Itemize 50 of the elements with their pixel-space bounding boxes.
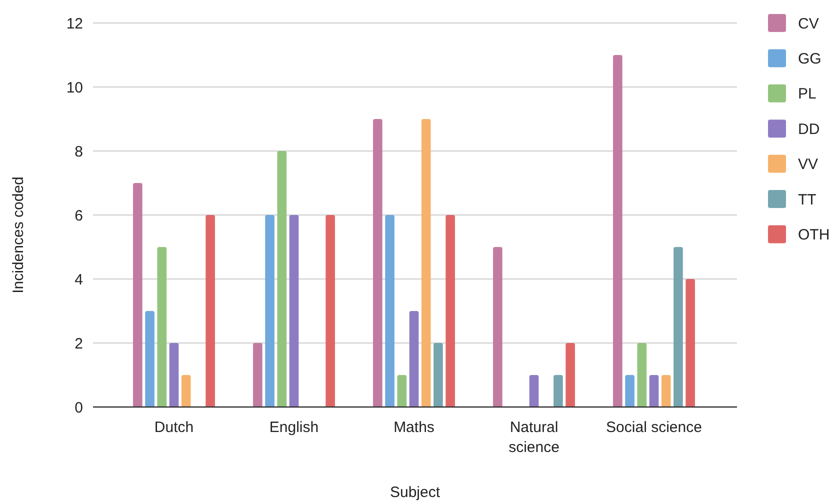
bar: [409, 311, 419, 407]
x-tick-label: English: [269, 419, 319, 436]
bar: [289, 215, 299, 407]
bar: [686, 279, 695, 407]
bar: [206, 215, 215, 407]
y-tick-label: 0: [74, 399, 83, 416]
y-tick-label: 6: [74, 207, 83, 224]
legend-label: CV: [798, 15, 819, 32]
bar: [253, 343, 262, 407]
bar: [446, 215, 455, 407]
x-axis-title: Subject: [390, 484, 441, 501]
bar: [674, 247, 683, 407]
bar: [661, 375, 671, 407]
bar: [421, 119, 431, 407]
legend-label: DD: [798, 120, 820, 138]
x-tick-label: Social science: [606, 419, 702, 436]
y-tick-label: 12: [66, 15, 83, 32]
x-tick-label: Maths: [394, 419, 434, 436]
bar: [434, 343, 443, 407]
legend-label: OTH: [798, 226, 830, 244]
bar: [157, 247, 167, 407]
y-tick-label: 10: [66, 79, 83, 96]
y-tick-label: 2: [74, 335, 83, 352]
bar: [397, 375, 407, 407]
y-tick-label: 8: [74, 143, 83, 160]
bar: [181, 375, 191, 407]
bar: [385, 215, 394, 407]
bar: [649, 375, 659, 407]
bar: [265, 215, 274, 407]
bar: [613, 55, 622, 407]
bar: [169, 343, 179, 407]
bar: [373, 119, 382, 407]
x-tick-label: Natural science: [508, 419, 560, 456]
bar: [326, 215, 335, 407]
bar: [133, 183, 142, 407]
legend-label: VV: [798, 156, 818, 174]
y-axis-title: Incidences coded: [10, 176, 27, 294]
bar: [145, 311, 154, 407]
bar: [493, 247, 502, 407]
legend-label: GG: [798, 50, 822, 68]
x-tick-label: Dutch: [154, 419, 194, 436]
bar: [554, 375, 563, 407]
legend-label: PL: [798, 86, 816, 103]
legend-label: TT: [798, 191, 816, 208]
bar: [625, 375, 634, 407]
bar: [566, 343, 575, 407]
bar: [277, 151, 287, 407]
bar: [637, 343, 647, 407]
y-tick-label: 4: [74, 271, 83, 288]
bar: [529, 375, 539, 407]
